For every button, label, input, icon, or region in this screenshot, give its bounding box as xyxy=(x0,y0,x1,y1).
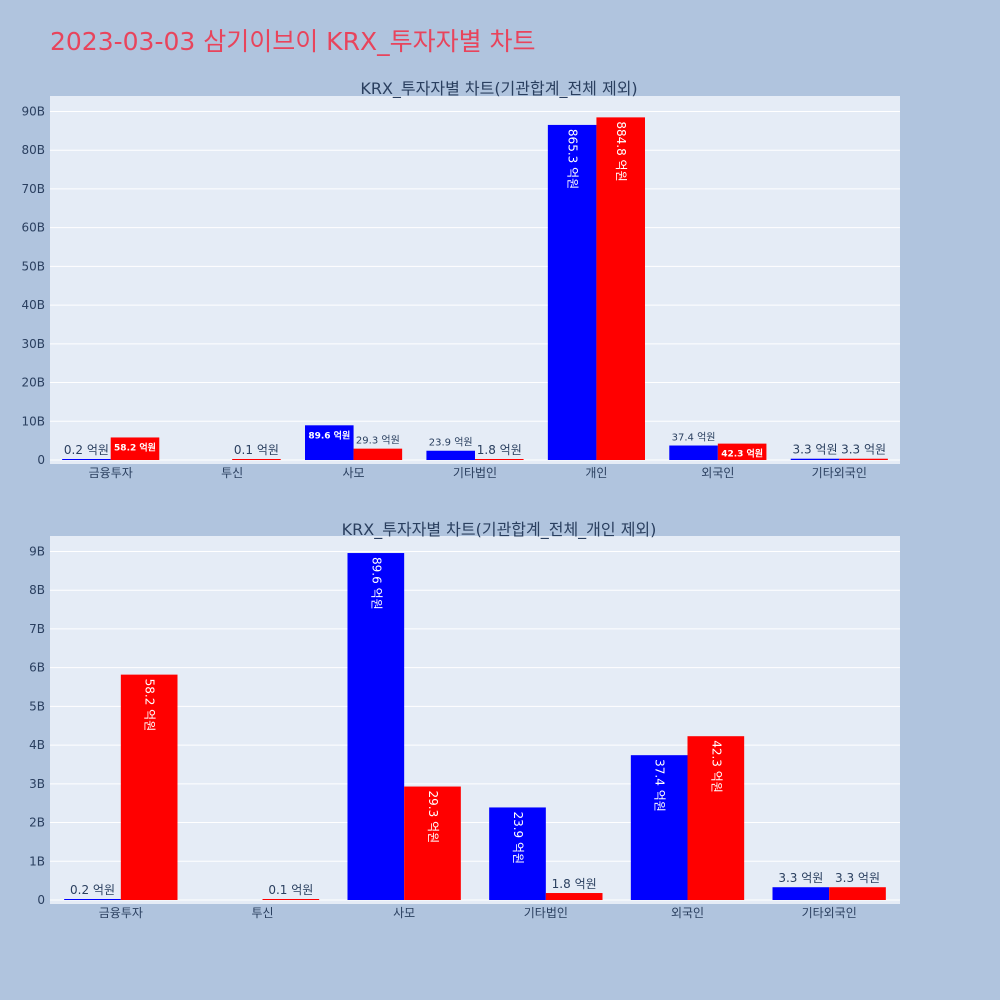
y-tick-label: 5B xyxy=(29,699,45,713)
x-category-label: 투신 xyxy=(221,466,243,480)
y-tick-label: 40B xyxy=(21,298,45,312)
data-label: 23.9 억원 xyxy=(511,811,525,864)
bar-blue xyxy=(547,124,597,460)
chart-title-2: KRX_투자자별 차트(기관합계_전체_개인 제외) xyxy=(342,520,657,540)
data-label: 29.3 억원 xyxy=(426,791,440,844)
x-category-label: 외국인 xyxy=(701,466,734,480)
y-tick-label: 4B xyxy=(29,738,45,752)
plot-area-2 xyxy=(50,536,900,904)
bar-red xyxy=(839,458,888,460)
y-tick-label: 80B xyxy=(21,143,45,157)
data-label: 37.4 억원 xyxy=(653,759,667,812)
bar-red xyxy=(475,459,524,460)
bar-blue xyxy=(62,459,111,460)
y-tick-label: 3B xyxy=(29,777,45,791)
data-label: 865.3 억원 xyxy=(566,129,580,189)
data-label: 37.4 억원 xyxy=(672,432,716,444)
bar-red xyxy=(687,736,745,900)
data-label: 1.8 억원 xyxy=(552,877,597,891)
data-label: 3.3 억원 xyxy=(841,443,886,457)
x-category-label: 사모 xyxy=(343,466,365,480)
data-label: 3.3 억원 xyxy=(778,871,823,885)
y-tick-label: 90B xyxy=(21,104,45,118)
y-tick-label: 1B xyxy=(29,854,45,868)
data-label: 0.2 억원 xyxy=(64,443,109,457)
y-tick-label: 7B xyxy=(29,622,45,636)
x-category-label: 금융투자 xyxy=(89,466,133,480)
x-category-label: 투신 xyxy=(251,906,273,920)
data-label: 29.3 억원 xyxy=(356,435,400,447)
x-category-label: 사모 xyxy=(393,906,415,920)
data-label: 0.1 억원 xyxy=(268,883,313,897)
y-tick-label: 9B xyxy=(29,544,45,558)
data-label: 89.6 억원 xyxy=(308,429,350,441)
y-tick-label: 60B xyxy=(21,221,45,235)
bar-red xyxy=(110,437,160,460)
bar-red xyxy=(262,899,320,900)
page-title: 2023-03-03 삼기이브이 KRX_투자자별 차트 xyxy=(50,27,536,56)
data-label: 89.6 억원 xyxy=(369,557,383,610)
y-tick-label: 0 xyxy=(37,453,45,467)
bar-red xyxy=(829,887,886,900)
data-label: 58.2 억원 xyxy=(114,441,156,453)
bar-blue xyxy=(64,899,121,900)
bar-red xyxy=(404,786,461,900)
x-category-label: 기타법인 xyxy=(524,906,568,920)
x-category-label: 금융투자 xyxy=(99,906,143,920)
data-label: 884.8 억원 xyxy=(614,121,628,181)
x-category-label: 기타법인 xyxy=(453,466,497,480)
x-category-label: 외국인 xyxy=(671,906,704,920)
bar-blue xyxy=(489,807,546,900)
plot-area-1 xyxy=(50,96,900,464)
bar-blue xyxy=(790,458,840,460)
bar-red xyxy=(545,893,603,900)
y-tick-label: 70B xyxy=(21,182,45,196)
y-tick-label: 10B xyxy=(21,414,45,428)
data-label: 23.9 억원 xyxy=(429,437,473,449)
data-label: 3.3 억원 xyxy=(793,443,838,457)
bar-blue xyxy=(305,425,354,460)
y-tick-label: 6B xyxy=(29,661,45,675)
chart-title-1: KRX_투자자별 차트(기관합계_전체 제외) xyxy=(360,79,637,99)
bar-blue xyxy=(772,887,830,900)
bar-red xyxy=(232,459,281,460)
x-category-label: 기타외국인 xyxy=(802,906,857,920)
bar-red xyxy=(717,443,767,460)
bar-blue xyxy=(669,445,718,460)
bar-red xyxy=(596,117,645,461)
bar-blue xyxy=(347,553,405,900)
data-label: 1.8 억원 xyxy=(477,443,522,457)
x-category-label: 개인 xyxy=(585,466,607,480)
x-category-label: 기타외국인 xyxy=(812,466,867,480)
bar-blue xyxy=(426,450,475,460)
data-label: 0.2 억원 xyxy=(70,883,115,897)
bar-red xyxy=(353,448,403,460)
bar-red xyxy=(120,674,178,900)
y-tick-label: 0 xyxy=(37,893,45,907)
y-tick-label: 2B xyxy=(29,816,45,830)
y-tick-label: 30B xyxy=(21,337,45,351)
data-label: 3.3 억원 xyxy=(835,871,880,885)
y-tick-label: 8B xyxy=(29,583,45,597)
data-label: 0.1 억원 xyxy=(234,443,279,457)
y-tick-label: 20B xyxy=(21,376,45,390)
bar-blue xyxy=(630,755,688,900)
y-tick-label: 50B xyxy=(21,259,45,273)
data-label: 42.3 억원 xyxy=(721,448,763,460)
data-label: 58.2 억원 xyxy=(143,679,157,732)
data-label: 42.3 억원 xyxy=(709,740,723,793)
